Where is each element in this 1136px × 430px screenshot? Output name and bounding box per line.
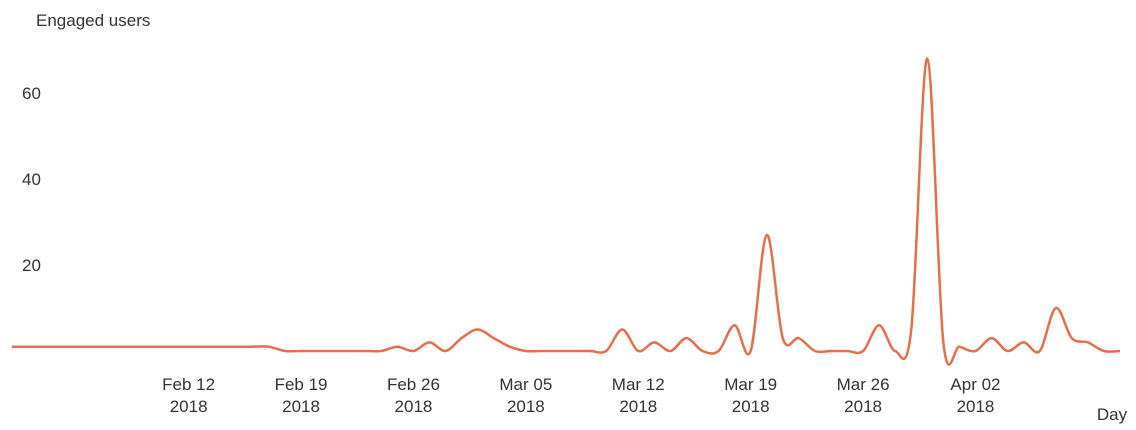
- y-tick-label: 40: [22, 170, 41, 189]
- x-tick-label-line: 2018: [732, 397, 770, 416]
- x-tick-label-line: Mar 19: [724, 375, 777, 394]
- x-tick-label: Mar 19 2018: [724, 375, 777, 416]
- x-tick-label-line: 2018: [507, 397, 545, 416]
- x-tick-label-line: 2018: [395, 397, 433, 416]
- x-tick-label: Mar 05 2018: [499, 375, 552, 416]
- x-axis-label: Day: [1097, 405, 1128, 424]
- x-tick-label-line: Feb 26: [387, 375, 440, 394]
- x-tick-label-line: 2018: [170, 397, 208, 416]
- x-tick-label-line: 2018: [957, 397, 995, 416]
- x-tick-label-line: 2018: [282, 397, 320, 416]
- x-tick-label: Feb 19 2018: [275, 375, 328, 416]
- x-tick-label: Apr 02 2018: [950, 375, 1000, 416]
- x-tick-label-line: Mar 12: [612, 375, 665, 394]
- x-tick-label: Mar 12 2018: [612, 375, 665, 416]
- x-tick-label: Feb 26 2018: [387, 375, 440, 416]
- x-tick-label: Mar 26 2018: [837, 375, 890, 416]
- line: [12, 57, 1121, 366]
- x-tick-label-line: 2018: [619, 397, 657, 416]
- x-tick-label: Feb 12 2018: [162, 375, 215, 416]
- x-tick-label-line: Mar 05: [499, 375, 552, 394]
- y-tick-label: 20: [22, 256, 41, 275]
- x-tick-label-line: Apr 02: [950, 375, 1000, 394]
- x-tick-label-line: Feb 19: [275, 375, 328, 394]
- x-tick-label-line: 2018: [844, 397, 882, 416]
- y-tick-label: 60: [22, 84, 41, 103]
- x-tick-label-line: Mar 26: [837, 375, 890, 394]
- chart-title: Engaged users: [36, 11, 150, 30]
- x-tick-label-line: Feb 12: [162, 375, 215, 394]
